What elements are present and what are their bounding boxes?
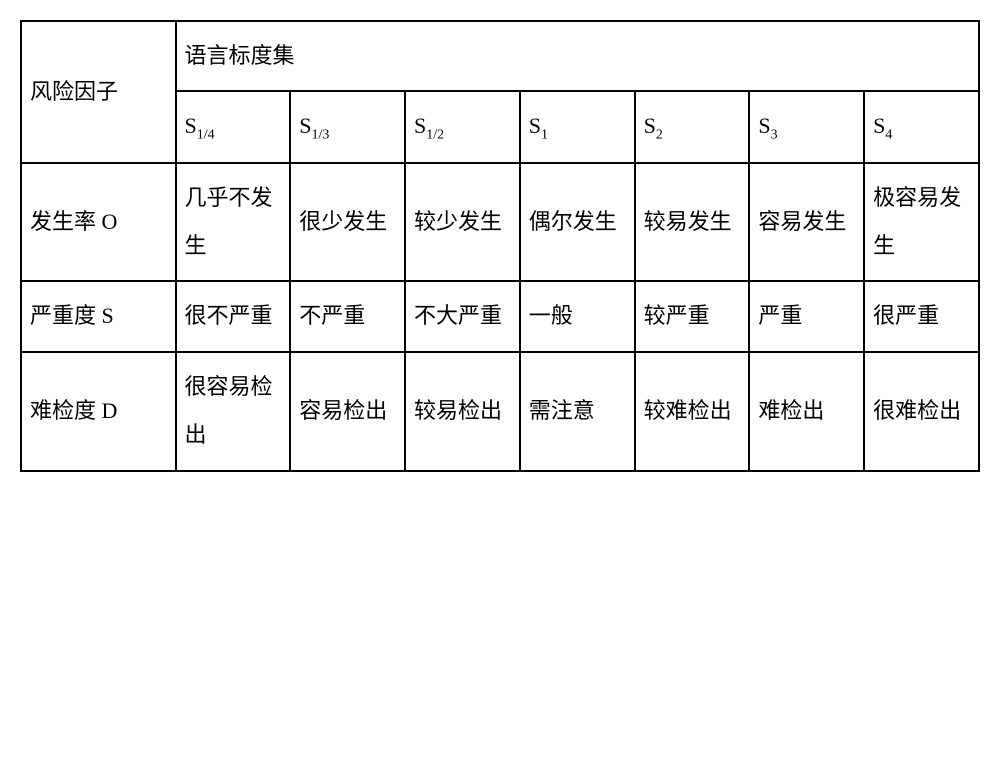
factor-label: 严重度 S [21, 281, 176, 351]
table-cell: 不严重 [290, 281, 405, 351]
table-cell: 较严重 [635, 281, 750, 351]
table-cell: 一般 [520, 281, 635, 351]
table-cell: 很不严重 [176, 281, 291, 351]
table-cell: 很容易检出 [176, 352, 291, 471]
table-cell: 较易发生 [635, 163, 750, 282]
scale-set-header: 语言标度集 [176, 21, 980, 91]
scale-col-header: S1/4 [176, 91, 291, 162]
table-cell: 容易检出 [290, 352, 405, 471]
table-cell: 极容易发生 [864, 163, 979, 282]
factor-label: 难检度 D [21, 352, 176, 471]
risk-factor-table: 风险因子 语言标度集 S1/4 S1/3 S1/2 S1 S2 S3 S4 发生… [20, 20, 980, 472]
scale-col-header: S1/3 [290, 91, 405, 162]
table-cell: 难检出 [749, 352, 864, 471]
table-cell: 较难检出 [635, 352, 750, 471]
table-cell: 需注意 [520, 352, 635, 471]
table-cell: 很少发生 [290, 163, 405, 282]
table-row: 严重度 S 很不严重 不严重 不大严重 一般 较严重 严重 很严重 [21, 281, 979, 351]
table-cell: 较易检出 [405, 352, 520, 471]
table-cell: 严重 [749, 281, 864, 351]
risk-factor-header: 风险因子 [21, 21, 176, 163]
scale-col-header: S2 [635, 91, 750, 162]
table-cell: 容易发生 [749, 163, 864, 282]
header-row-1: 风险因子 语言标度集 [21, 21, 979, 91]
table-cell: 很严重 [864, 281, 979, 351]
table-cell: 偶尔发生 [520, 163, 635, 282]
scale-col-header: S1 [520, 91, 635, 162]
table-cell: 不大严重 [405, 281, 520, 351]
table-row: 难检度 D 很容易检出 容易检出 较易检出 需注意 较难检出 难检出 很难检出 [21, 352, 979, 471]
table-cell: 几乎不发生 [176, 163, 291, 282]
scale-col-header: S1/2 [405, 91, 520, 162]
scale-col-header: S4 [864, 91, 979, 162]
table-row: 发生率 O 几乎不发生 很少发生 较少发生 偶尔发生 较易发生 容易发生 极容易… [21, 163, 979, 282]
scale-col-header: S3 [749, 91, 864, 162]
table-cell: 很难检出 [864, 352, 979, 471]
table-cell: 较少发生 [405, 163, 520, 282]
factor-label: 发生率 O [21, 163, 176, 282]
